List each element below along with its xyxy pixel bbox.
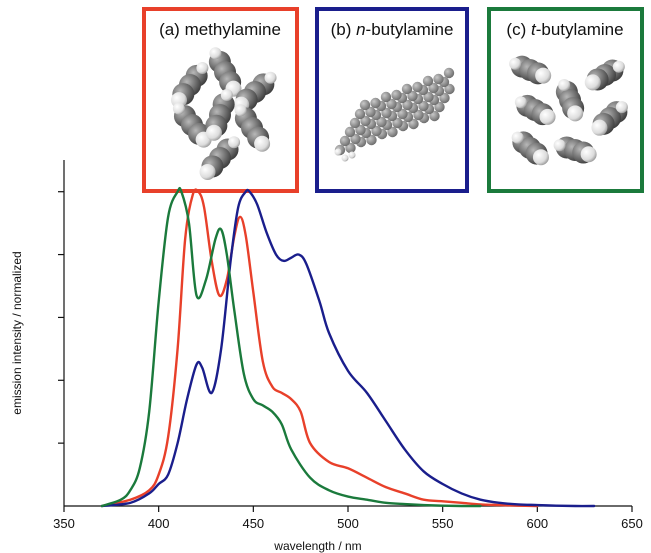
atom-shape	[339, 135, 351, 147]
atom-shape	[558, 78, 571, 91]
atom-shape	[584, 74, 601, 91]
atom-shape	[591, 119, 608, 136]
atom-shape	[615, 101, 628, 114]
inset-label-b: (b) n-butylamine	[331, 20, 454, 39]
x-axis-title: wavelength / nm	[273, 539, 361, 553]
atom-shape	[429, 110, 440, 122]
inset-panel-c: (c) t-butylamine	[487, 7, 644, 193]
plot-axes: 350 400 450 500 550 600 650	[53, 160, 643, 531]
inset-panel-b: (b) n-butylamine	[315, 7, 469, 193]
atom-shape	[344, 126, 356, 138]
series-line-red	[100, 188, 539, 508]
atom-shape	[341, 154, 349, 162]
atom-shape	[348, 151, 356, 159]
atom-shape	[386, 98, 397, 110]
inset-label-a: (a) methylamine	[159, 20, 281, 39]
atom-shape	[412, 81, 423, 93]
atom-shape	[359, 99, 371, 111]
x-tick-label: 550	[432, 516, 454, 531]
atom-shape	[228, 136, 241, 149]
atom-shape	[580, 146, 597, 163]
atom-shape	[349, 117, 361, 129]
atom-shape	[428, 82, 439, 94]
atom-shape	[376, 116, 387, 128]
atom-shape	[407, 90, 418, 102]
atom-shape	[509, 57, 522, 70]
atom-shape	[345, 142, 356, 154]
atom-shape	[205, 124, 222, 141]
atom-shape	[413, 109, 424, 121]
atom-shape	[433, 73, 444, 85]
atom-shape	[370, 97, 381, 109]
atom-shape	[365, 106, 376, 118]
atom-shape	[532, 149, 549, 166]
atom-shape	[387, 126, 398, 138]
atom-shape	[355, 124, 366, 136]
x-tick-group: 350 400 450 500 550 600 650	[53, 506, 643, 531]
atom-shape	[444, 83, 455, 95]
atom-shape	[220, 89, 233, 102]
t-butylamine-molecules-image	[509, 55, 628, 166]
atom-shape	[511, 131, 524, 144]
atom-shape	[539, 108, 556, 125]
atom-shape	[360, 115, 371, 127]
series-line-green	[100, 186, 482, 508]
atom-shape	[366, 134, 377, 146]
atom-shape	[434, 101, 445, 113]
inset-label-c: (c) t-butylamine	[506, 20, 623, 39]
y-axis-title: emission intensity / normalized	[10, 251, 24, 414]
atom-shape	[422, 75, 434, 87]
x-tick-label: 400	[148, 516, 170, 531]
atom-shape	[350, 133, 361, 145]
atom-shape	[381, 107, 392, 119]
x-tick-label: 650	[621, 516, 643, 531]
atom-shape	[380, 91, 392, 103]
n-butylamine-molecules-image	[334, 67, 455, 162]
y-tick-group	[58, 191, 64, 444]
atom-shape	[535, 67, 552, 84]
atom-shape	[209, 47, 222, 60]
x-tick-label: 600	[526, 516, 548, 531]
atom-shape	[334, 148, 342, 156]
atom-shape	[514, 96, 527, 109]
atom-shape	[439, 92, 450, 104]
atom-shape	[423, 91, 434, 103]
atom-shape	[408, 118, 419, 130]
atom-shape	[567, 105, 584, 122]
atom-shape	[553, 139, 566, 152]
atom-shape	[402, 99, 413, 111]
atom-shape	[418, 100, 429, 112]
atom-shape	[172, 102, 185, 115]
atom-shape	[199, 163, 216, 180]
x-tick-label: 450	[242, 516, 264, 531]
series-line-blue	[100, 188, 596, 508]
x-tick-label: 350	[53, 516, 75, 531]
series-layer	[100, 186, 596, 508]
atom-shape	[443, 67, 455, 79]
atom-shape	[264, 71, 277, 84]
atom-shape	[371, 125, 382, 137]
atom-shape	[234, 104, 247, 117]
atom-shape	[401, 83, 413, 95]
atom-shape	[612, 60, 625, 73]
methylamine-molecules-image	[170, 47, 277, 180]
atom-shape	[392, 117, 403, 129]
atom-shape	[354, 108, 366, 120]
x-tick-label: 500	[337, 516, 359, 531]
atom-shape	[196, 61, 209, 74]
inset-panel-a: (a) methylamine	[142, 7, 299, 193]
atom-shape	[254, 135, 271, 152]
atom-shape	[391, 89, 402, 101]
atom-shape	[397, 108, 408, 120]
